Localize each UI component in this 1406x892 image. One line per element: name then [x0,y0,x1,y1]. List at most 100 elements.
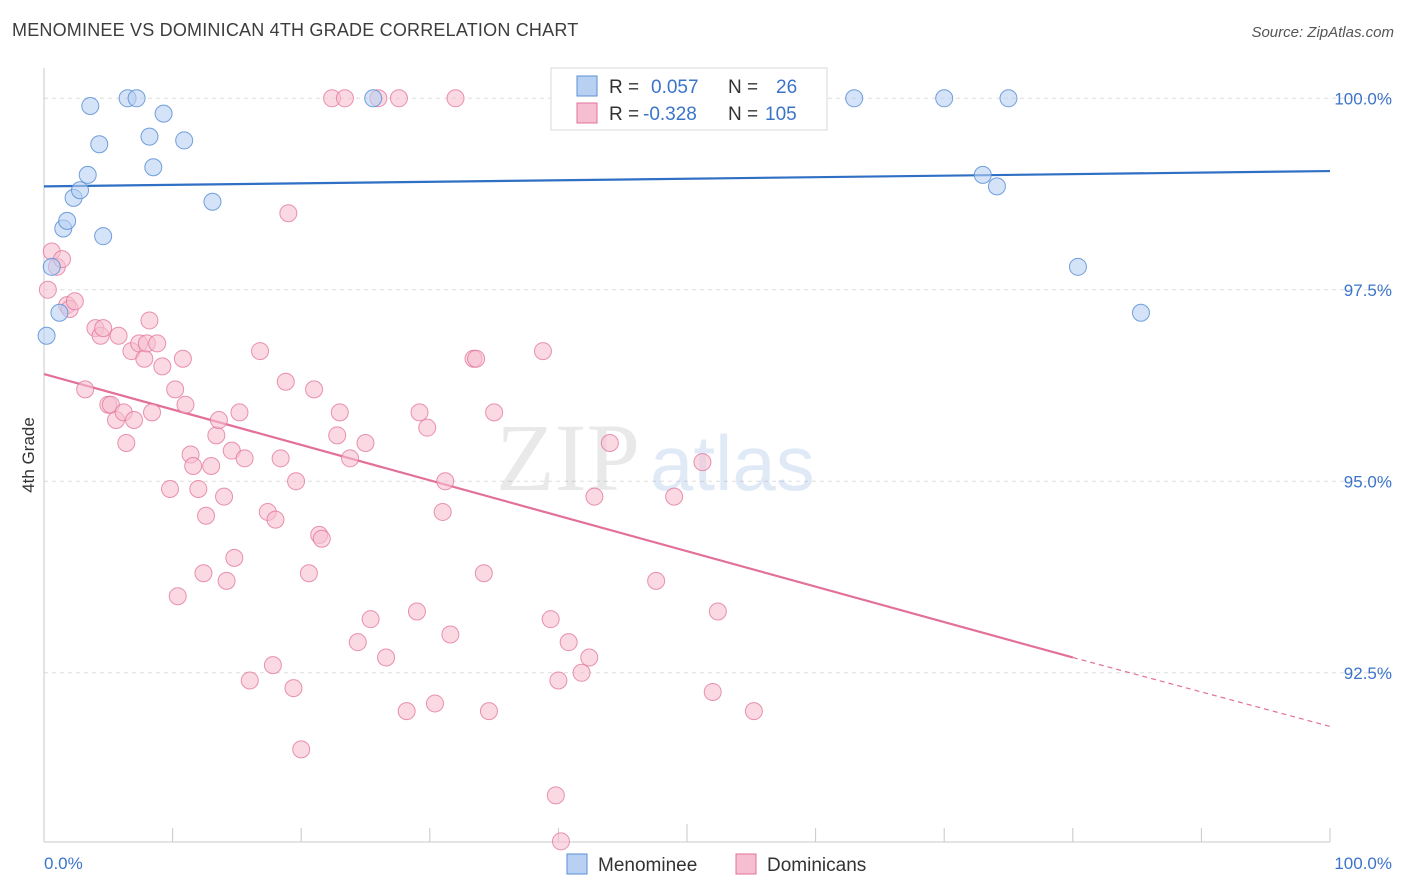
legend-label-dominicans: Dominicans [767,855,866,876]
stats-r-label-2: R = [609,104,639,125]
menominee-point [987,177,1006,196]
x-tick-label: 100.0% [1334,854,1392,873]
dominicans-point [217,571,236,590]
dominicans-point [161,479,180,498]
dominicans-point [549,671,568,690]
dominicans-point [312,529,331,548]
dominicans-point [225,548,244,567]
menominee-point [94,227,113,246]
dominicans-point [585,487,604,506]
menominee-point [90,135,109,154]
menominee-point [81,96,100,115]
y-tick-label: 100.0% [1334,89,1392,108]
source-label: Source: ZipAtlas.com [1251,24,1394,41]
dominicans-point [541,610,560,629]
watermark-zip: ZIP [496,404,640,511]
dominicans-point [287,472,306,491]
dominicans-point [292,740,311,759]
dominicans-point [356,434,375,452]
dominicans-point [148,334,167,353]
dominicans-point [76,380,95,399]
dominicans-point [266,510,285,529]
dominicans-point [425,694,444,713]
dominicans-point [176,395,195,414]
dominicans-point [377,648,396,667]
menominee-point [1068,257,1087,276]
dominicans-point [703,682,722,701]
dominicans-point [693,453,712,472]
menominee-point [175,131,194,150]
dominicans-point [194,564,213,583]
menominee-point [364,89,383,108]
watermark: ZIP atlas [496,404,815,511]
stats-r-value-2: -0.328 [643,104,697,125]
menominee-point [973,165,992,184]
dominicans-point [580,648,599,667]
menominee-point [203,192,222,211]
dominicans-point [389,89,408,108]
dominicans-point [276,372,295,391]
menominee-point [58,211,77,230]
menominee-point [1131,303,1150,322]
dominicans-point [284,679,303,698]
dominicans-point [410,403,429,422]
dominicans-point [446,89,465,108]
stats-n-label-1: N = [728,77,758,98]
legend-swatch-menominee [566,853,588,875]
dominicans-point [467,349,486,368]
stats-swatch-blue [576,75,598,97]
dominicans-point [397,702,416,721]
menominee-point [78,165,97,184]
dominicans-point [202,456,221,475]
y-tick-labels: 92.5% 95.0% 97.5% 100.0% [1334,89,1392,682]
menominee-point [42,257,61,276]
dominicans-point [109,326,128,345]
x-tick-labels: 0.0% 100.0% [44,854,1392,873]
stats-n-value-1: 26 [776,77,797,98]
dominicans-point [647,571,666,590]
dominicans-point [197,506,216,525]
menominee-point [50,303,69,322]
menominee-point [845,89,864,108]
dominicans-point [189,479,208,498]
stats-n-label-2: N = [728,104,758,125]
dominicans-point [533,342,552,361]
dominicans-point [600,434,619,452]
menominee-point [37,326,56,345]
dominicans-point [546,786,565,805]
dominicans-point [65,292,84,311]
dominicans-point [744,702,763,721]
dominicans-point [330,403,349,422]
menominee-point [127,89,146,108]
stats-swatch-pink [576,102,598,124]
menominee-point [140,127,159,146]
dominicans-point [117,434,136,452]
y-axis-label: 4th Grade [19,417,38,493]
dominicans-point [94,319,113,338]
dominicans-point [173,349,192,368]
dominicans-point [341,449,360,468]
legend-swatch-dominicans [735,853,757,875]
menominee-point [144,158,163,177]
dominicans-point [207,426,226,445]
dominicans-point [215,487,234,506]
stats-r-value-1: 0.057 [651,77,699,98]
dominicans-point [143,403,162,422]
dominicans-point [279,204,298,223]
dominicans-point [235,449,254,468]
dominicans-point [299,564,318,583]
dominicans-point [38,280,57,299]
dominicans-point [209,411,228,430]
menominee-point [999,89,1018,108]
dominicans-point [125,411,144,430]
dominicans-point [559,633,578,652]
menominee-trend-line [43,169,1331,188]
dominicans-point [135,349,154,368]
dominicans-point [361,610,380,629]
dominicans-point [184,456,203,475]
dominicans-point [441,625,460,644]
dominicans-point [485,403,504,422]
dominicans-point [572,663,591,682]
dominicans-point [328,426,347,445]
